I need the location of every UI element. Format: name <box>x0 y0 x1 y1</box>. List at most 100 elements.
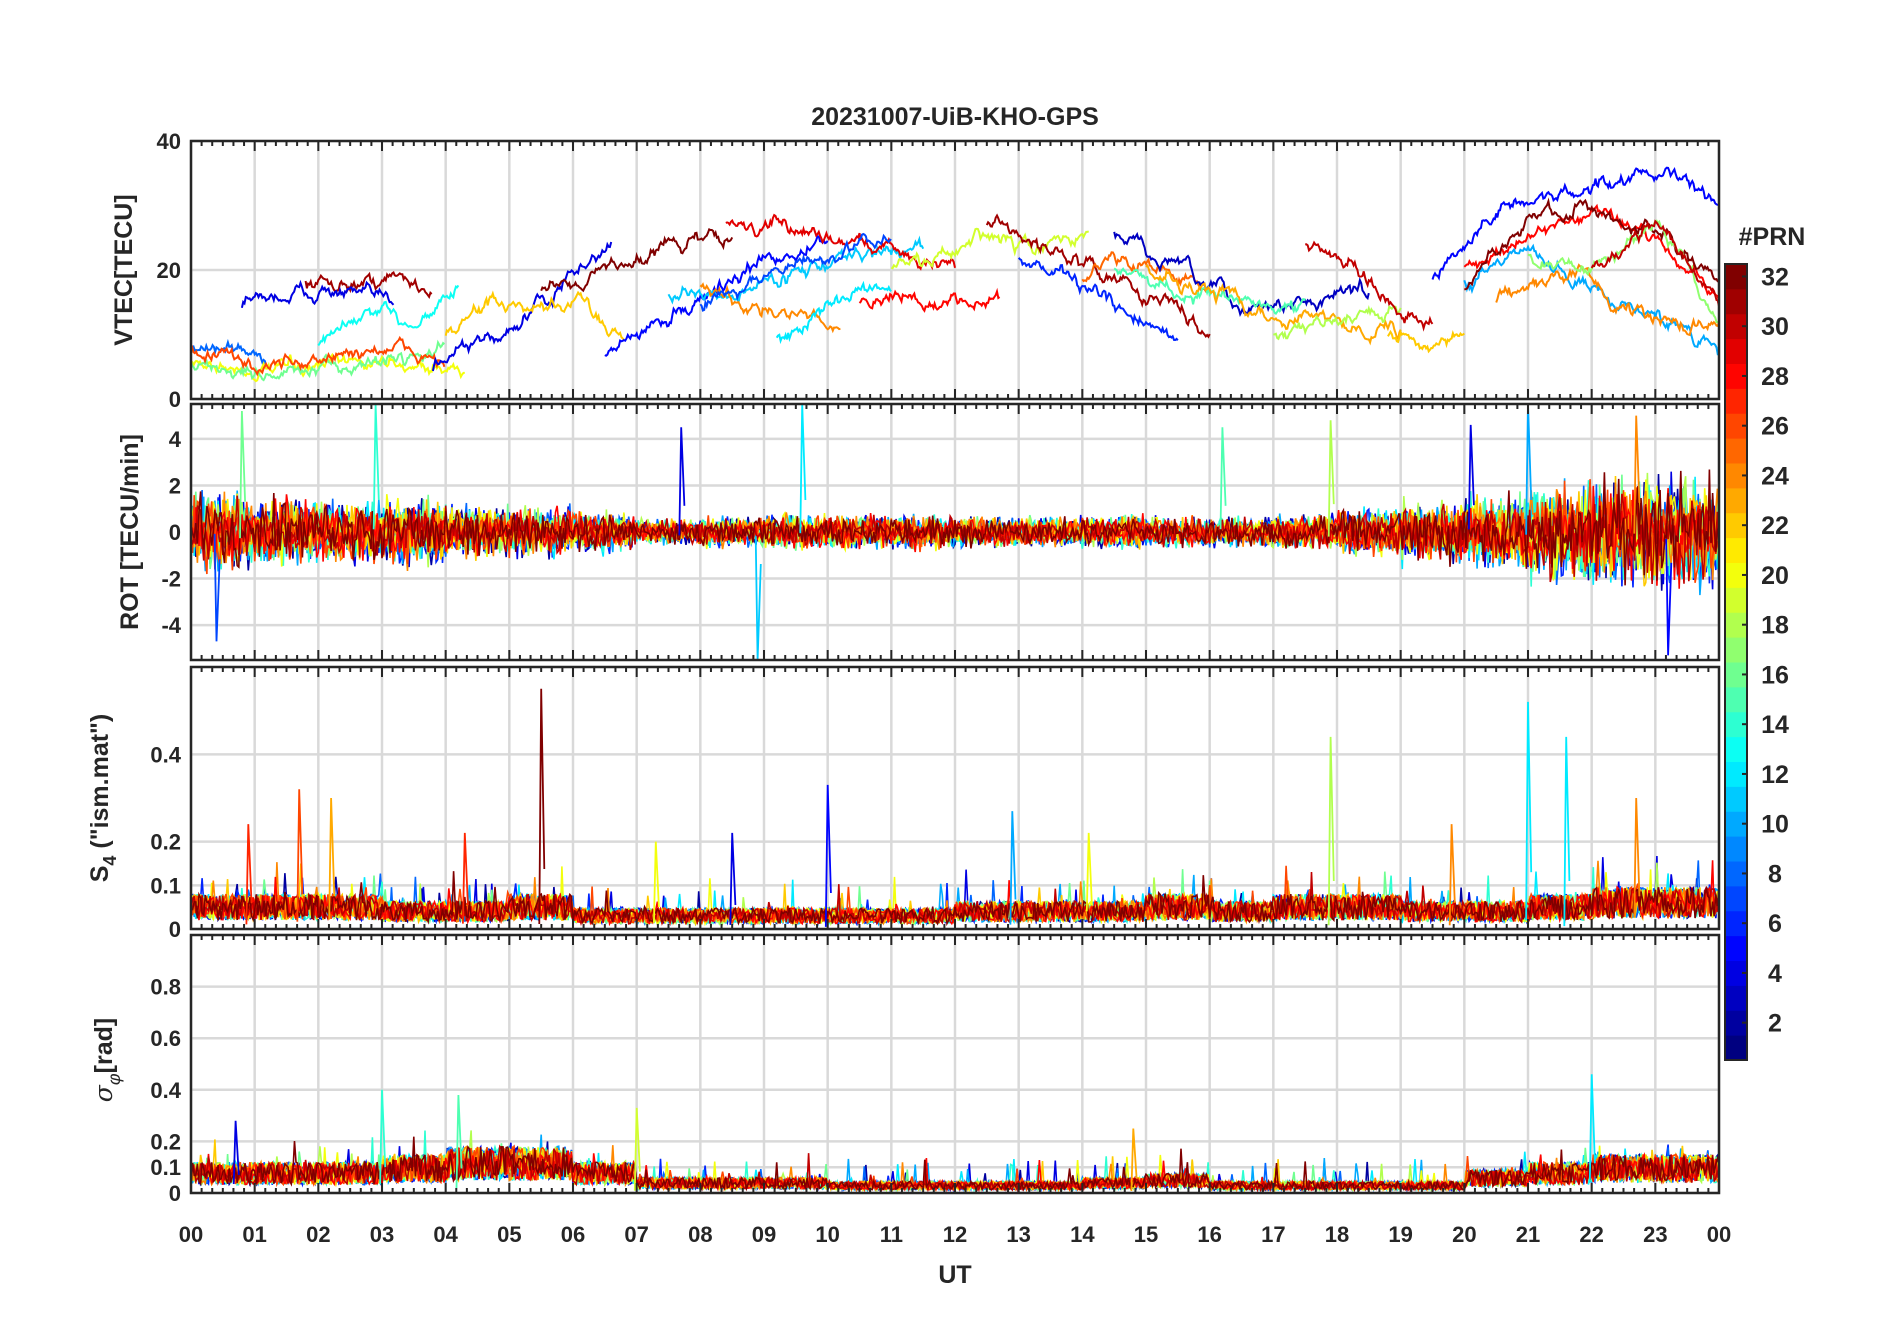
x-tick-label: 15 <box>1134 1222 1158 1247</box>
vtec-line-prn-4 <box>240 279 395 309</box>
rot-line-prn-32 <box>191 469 1719 586</box>
sigma-spike <box>455 1094 463 1189</box>
colorbar-swatch <box>1725 288 1747 315</box>
colorbar-tick-label: 2 <box>1768 1010 1782 1038</box>
colorbar-swatch <box>1725 338 1747 364</box>
vtec-line-prn-24 <box>1495 263 1719 337</box>
x-tick-label: 16 <box>1197 1222 1221 1247</box>
vtec-line-prn-11 <box>667 235 925 305</box>
colorbar-swatch <box>1725 861 1747 887</box>
vtec-line-prn-5 <box>604 235 829 357</box>
colorbar-swatch <box>1725 512 1747 539</box>
vtec-line-prn-4 <box>431 241 613 372</box>
colorbar-tick-label: 18 <box>1761 612 1789 640</box>
colorbar-tick-label: 10 <box>1761 811 1789 839</box>
sigma-spike <box>232 1120 240 1185</box>
x-tick-label: 04 <box>433 1222 458 1247</box>
colorbar-swatch <box>1725 388 1747 414</box>
s4-label-main: S <box>86 866 114 883</box>
rot-series-group <box>191 404 1719 660</box>
rot-spike <box>239 410 246 539</box>
x-tick-label: 00 <box>179 1222 203 1247</box>
colorbar-swatch <box>1725 438 1747 464</box>
y-tick-label: 20 <box>157 258 181 283</box>
vtec-series-group <box>191 166 1719 383</box>
sigma-label-main: σ <box>89 1084 118 1102</box>
vtec-line-prn-22 <box>1387 329 1465 354</box>
vtec-line-prn-22 <box>444 290 625 341</box>
colorbar-swatch <box>1725 711 1747 738</box>
s4-spike <box>462 832 469 924</box>
rot-spike <box>754 536 762 660</box>
vtec-line-prn-26 <box>191 335 446 377</box>
rot-spike <box>1219 427 1227 530</box>
x-tick-label: 12 <box>943 1222 967 1247</box>
vtec-line-prn-13 <box>317 284 460 347</box>
colorbar-tick-label: 4 <box>1768 960 1782 988</box>
s4-line-prn-30 <box>191 871 1719 926</box>
sigma-spike <box>1588 1074 1596 1183</box>
rot-spike <box>372 404 380 530</box>
colorbar-tick-label: 22 <box>1761 512 1789 540</box>
colorbar-tick-label: 30 <box>1761 313 1789 341</box>
x-tick-label: 10 <box>815 1222 839 1247</box>
colorbar-swatch <box>1725 587 1747 613</box>
vtec-line-prn-32 <box>540 228 734 293</box>
colorbar-tick-label: 28 <box>1761 363 1789 391</box>
x-tick-label: 03 <box>370 1222 394 1247</box>
s4-spike <box>1009 811 1017 925</box>
vtec-line-prn-10 <box>1463 243 1719 356</box>
x-tick-label: 05 <box>497 1222 521 1247</box>
colorbar-swatch <box>1725 264 1747 290</box>
vtec-line-prn-31 <box>304 271 433 299</box>
y-tick-label: 0.1 <box>150 1155 181 1180</box>
colorbar-label: #PRN <box>1739 223 1806 251</box>
colorbar-swatch <box>1725 537 1747 563</box>
y-axis-label-vtec: VTEC[TECU] <box>110 194 138 345</box>
vtec-line-prn-28 <box>858 287 1001 313</box>
s4-spike <box>1563 736 1571 927</box>
colorbar-swatch <box>1725 413 1747 439</box>
y-tick-label: 0.4 <box>150 1078 181 1103</box>
vtec-line-prn-5 <box>1431 166 1719 281</box>
s4-spike <box>245 824 253 925</box>
vtec-line-prn-29 <box>725 213 956 271</box>
vtec-line-prn-12 <box>775 280 892 345</box>
x-tick-label: 08 <box>688 1222 712 1247</box>
s4-spike <box>1085 832 1093 912</box>
y-tick-label: 0 <box>169 1181 181 1206</box>
y-tick-label: 40 <box>157 129 181 154</box>
y-tick-label: 0.2 <box>150 830 181 855</box>
vtec-line-prn-30 <box>1590 219 1719 307</box>
rot-spike <box>1327 420 1335 537</box>
colorbar-swatch <box>1725 985 1747 1011</box>
y-axis-label-rot: ROT [TECU/min] <box>116 434 144 630</box>
y-axis-label-sigma: σφ[rad] <box>89 1018 124 1102</box>
rot-spike <box>1633 415 1641 534</box>
x-tick-label: 07 <box>624 1222 648 1247</box>
x-tick-label: 17 <box>1261 1222 1285 1247</box>
y-axis-label-s4: S4 ("ism.mat") <box>86 714 120 883</box>
x-tick-label: 00 <box>1707 1222 1731 1247</box>
colorbar-swatch <box>1725 313 1747 340</box>
x-tick-label: 22 <box>1579 1222 1603 1247</box>
vtec-line-prn-25 <box>1081 251 1210 293</box>
colorbar-swatch <box>1725 910 1747 937</box>
x-tick-label: 20 <box>1452 1222 1476 1247</box>
x-tick-label: 13 <box>1006 1222 1030 1247</box>
vtec-line-prn-24 <box>699 282 841 334</box>
rot-spike <box>1665 538 1673 656</box>
colorbar-swatch <box>1725 612 1747 638</box>
s4-spike <box>1327 736 1335 926</box>
chart-title: 20231007-UiB-KHO-GPS <box>811 103 1099 131</box>
x-tick-label: 06 <box>561 1222 585 1247</box>
x-tick-label: 21 <box>1516 1222 1540 1247</box>
rot-spike <box>799 404 807 534</box>
x-tick-label: 09 <box>752 1222 776 1247</box>
colorbar-tick-label: 26 <box>1761 413 1789 441</box>
colorbar-tick-label: 32 <box>1761 263 1789 291</box>
x-tick-label: 19 <box>1388 1222 1412 1247</box>
x-tick-label: 18 <box>1325 1222 1349 1247</box>
s4-spike <box>653 841 660 923</box>
colorbar-swatch <box>1725 487 1747 514</box>
